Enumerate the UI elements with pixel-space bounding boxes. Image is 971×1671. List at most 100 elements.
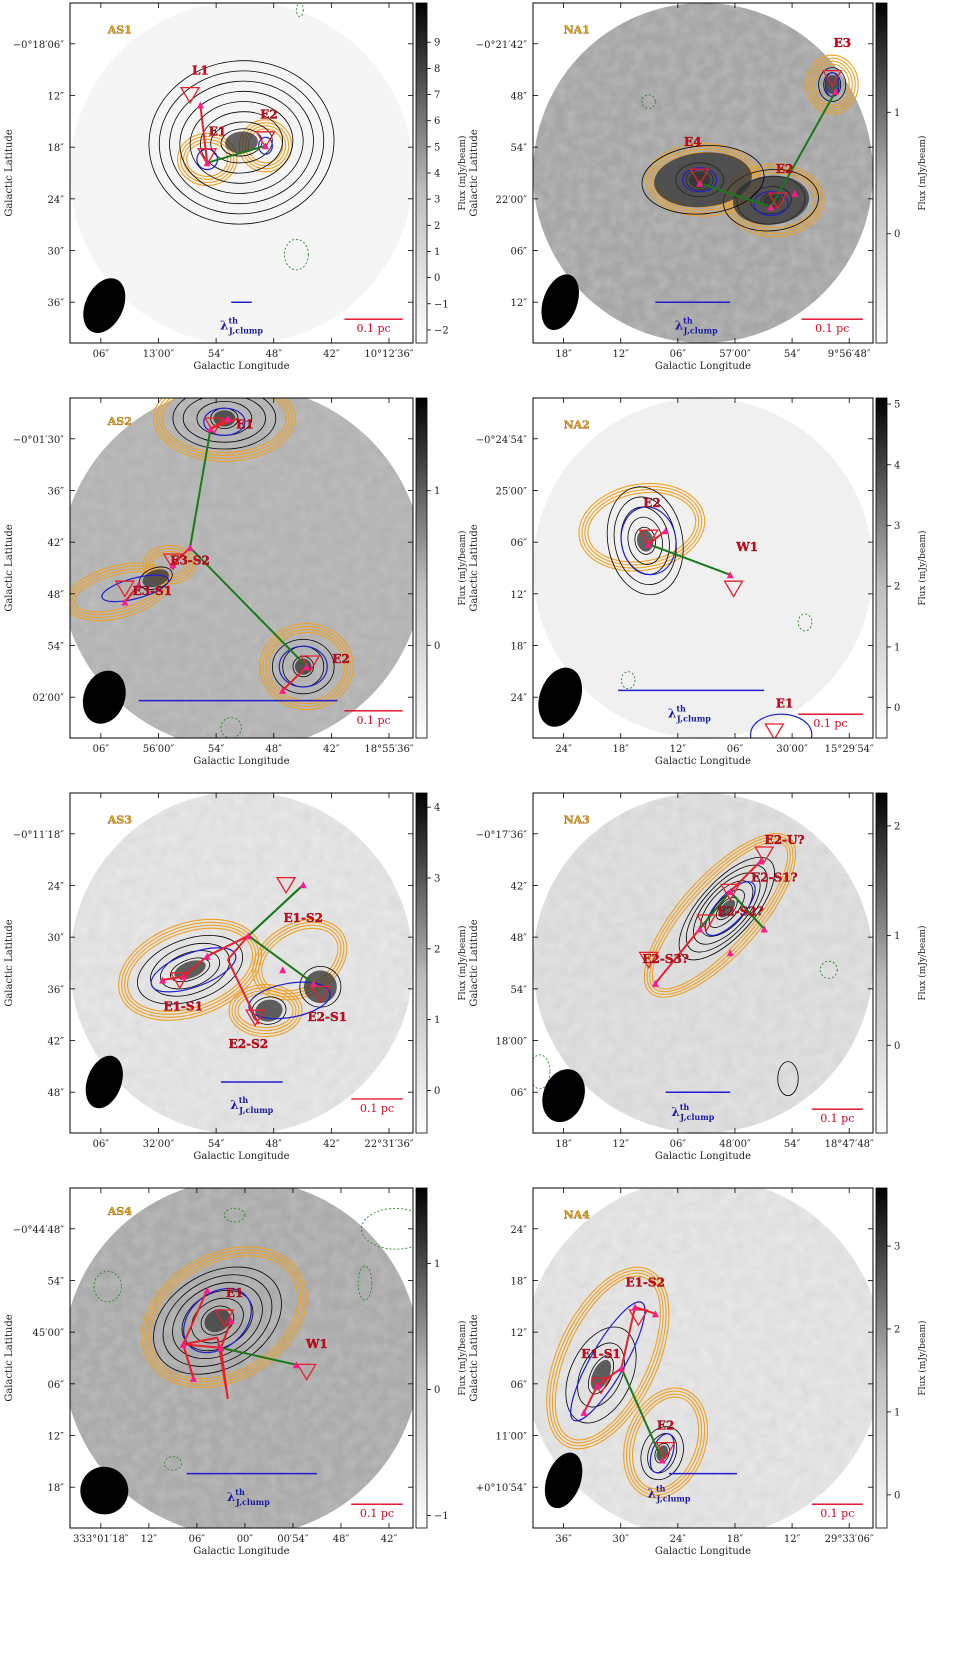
- x-tick-label: 48″: [266, 744, 283, 755]
- emission-peak: [225, 131, 258, 154]
- flux-contour: [640, 1426, 684, 1481]
- flux-contour: [210, 121, 273, 164]
- flux-contour: [148, 60, 335, 225]
- core-fit-ellipse: [681, 167, 718, 193]
- x-axis-label: Galactic Longitude: [193, 756, 289, 767]
- x-tick-label: 13′00″: [143, 349, 175, 360]
- flux-contour: [179, 90, 304, 194]
- colorbar-gradient: [875, 792, 888, 1134]
- core-marker: [638, 529, 659, 547]
- colorbar-tick-label: 1: [434, 1015, 440, 1026]
- colorbar-tick-label: 1: [894, 1407, 900, 1418]
- colorbar-tick-label: 2: [894, 1324, 900, 1335]
- halo-contour: [180, 135, 235, 183]
- core-marker: [638, 951, 659, 969]
- y-tick-label: 18″: [511, 1276, 528, 1287]
- peak-marker: [662, 527, 670, 535]
- peak-marker: [651, 979, 659, 987]
- scale-bar-label: 0.1 pc: [356, 714, 390, 727]
- panel-label: AS2: [107, 415, 132, 428]
- y-tick-label: −0°01′30″: [13, 435, 64, 446]
- scale-bar-label: 0.1 pc: [360, 1102, 394, 1115]
- peak-marker: [760, 925, 768, 933]
- x-axis-label: Galactic Longitude: [655, 1546, 751, 1557]
- negative-contour: [797, 613, 813, 632]
- panel-label: AS3: [107, 814, 132, 827]
- core-fit-ellipse: [258, 136, 273, 155]
- halo-contour: [584, 488, 700, 566]
- x-tick-label: 06″: [93, 349, 110, 360]
- lambda-superscript: th: [680, 1102, 690, 1112]
- halo-contour: [183, 138, 232, 180]
- plot-frame: [532, 2, 874, 344]
- colorbar-tick-label: 3: [894, 1242, 900, 1253]
- x-tick-label: 56′00″: [143, 744, 175, 755]
- core-marker: [255, 131, 276, 149]
- jeans-length-label: λth J,clump: [227, 1487, 270, 1507]
- flux-contour: [700, 880, 754, 937]
- core-label: E1-S1: [163, 1000, 203, 1014]
- panel-as1: L1 E1 E2 λth J,clump 0.1 pc AS1 06″ 13′00″ 54″ 48″…: [4, 2, 468, 372]
- y-tick-label: −0°11′18″: [13, 830, 64, 841]
- flux-contour: [200, 111, 283, 174]
- mst-red-edge: [729, 860, 762, 893]
- halo-contour: [623, 1387, 709, 1499]
- core-label: E1: [776, 696, 794, 710]
- x-tick-label: 42″: [323, 1139, 340, 1150]
- plot-frame: [69, 1187, 414, 1529]
- core-marker: [310, 985, 331, 1003]
- halo-contour: [228, 984, 303, 1038]
- peak-marker: [227, 1317, 235, 1325]
- lambda-subscript: J,clump: [655, 1493, 690, 1503]
- mst-green-edge: [620, 1367, 664, 1461]
- core-marker: [764, 723, 785, 738]
- x-tick-label: 06″: [670, 1139, 687, 1150]
- y-tick-label: 42″: [48, 1037, 65, 1048]
- x-tick-label: 36″: [555, 1534, 572, 1545]
- mst-green-edge: [648, 543, 731, 576]
- colorbar-tick-label: 8: [434, 64, 440, 75]
- halo-contour: [142, 544, 197, 585]
- panel-plot-area: E1 E3-S2 E3-S1 E2 0.1 pc AS2: [70, 398, 413, 738]
- peak-marker: [757, 857, 765, 865]
- core-label: E2: [657, 1418, 675, 1432]
- x-tick-label: 48″: [266, 1139, 283, 1150]
- x-tick-label: 06″: [189, 1534, 206, 1545]
- mst-green-edge: [699, 182, 772, 208]
- y-tick-label: −0°21′42″: [476, 40, 527, 51]
- x-tick-label: 06″: [727, 744, 744, 755]
- y-tick-label: −0°44′48″: [13, 1225, 64, 1236]
- x-tick-label: 06″: [670, 349, 687, 360]
- colorbar-tick-label: 6: [434, 116, 440, 127]
- core-marker: [162, 553, 184, 571]
- peak-marker: [186, 544, 194, 552]
- mst-red-edge: [162, 975, 184, 981]
- plot-frame: [532, 792, 874, 1134]
- x-tick-label: 9°56′48″: [828, 349, 871, 360]
- colorbar: 9 8 7 6 5 4 3 2 1 0 −1 −2 Flux (mJy/beam): [415, 2, 468, 344]
- panel-plot-area: E1-S2 E1-S1 E2 λth J,clump 0.1 pc NA4: [533, 1188, 873, 1528]
- y-tick-label: 02′00″: [33, 693, 65, 704]
- panel-na2: E2 W1 E1 λth J,clump 0.1 pc NA2 24″ 18″ 12″ 06″ 30′…: [469, 397, 928, 767]
- x-tick-label: 54″: [208, 349, 225, 360]
- y-tick-label: 30″: [48, 933, 65, 944]
- flux-contour: [627, 516, 663, 565]
- scale-bar-label: 0.1 pc: [820, 1507, 854, 1520]
- colorbar-label: Flux (mJy/beam): [917, 925, 928, 1000]
- mst-red-edge: [226, 959, 260, 1025]
- mst-red-edge: [182, 1344, 195, 1379]
- y-tick-label: 06″: [511, 1088, 528, 1099]
- peak-marker: [645, 540, 653, 548]
- colorbar-label: Flux (mJy/beam): [457, 925, 468, 1000]
- core-fit-ellipse: [750, 713, 813, 738]
- core-label: E2-S1?: [751, 870, 798, 884]
- peak-marker: [726, 949, 734, 957]
- core-fit-ellipse: [620, 506, 677, 576]
- halo-contour: [150, 1255, 299, 1380]
- core-marker: [114, 580, 136, 598]
- flux-contour: [565, 1326, 637, 1424]
- x-tick-label: 48″: [333, 1534, 350, 1545]
- y-axis-label: Galactic Latitude: [4, 1314, 15, 1401]
- halo-contour: [551, 1272, 664, 1444]
